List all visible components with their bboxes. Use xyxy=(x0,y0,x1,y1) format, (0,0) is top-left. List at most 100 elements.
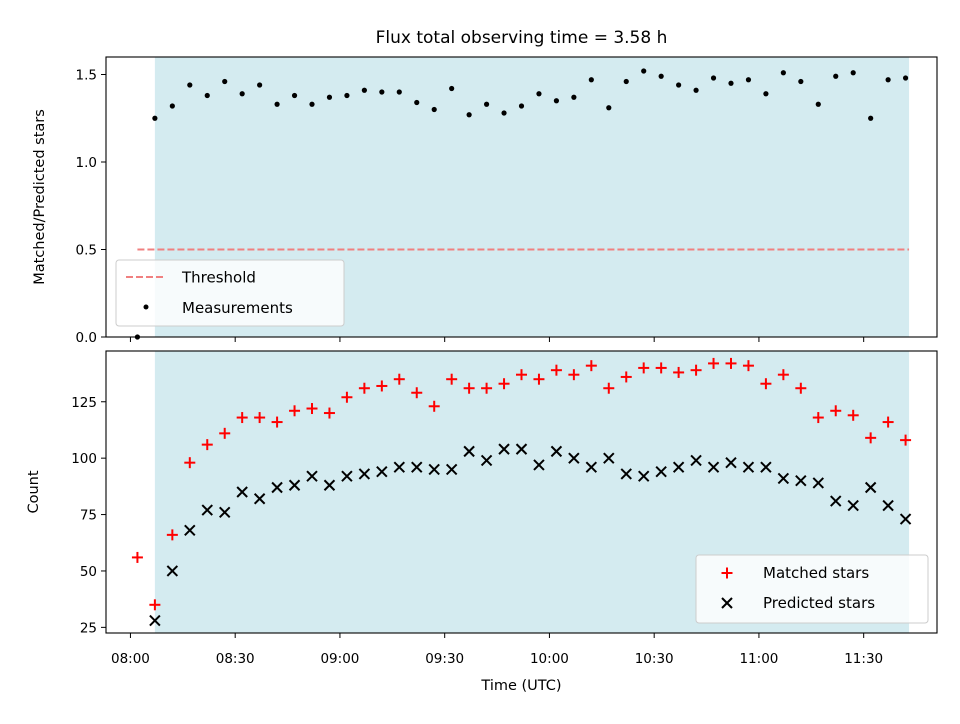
measurement-point xyxy=(239,91,245,97)
matched-star-point xyxy=(236,412,248,424)
x-tick-label: 10:00 xyxy=(530,651,569,667)
predicted-star-point xyxy=(219,506,231,519)
predicted-star-point xyxy=(358,468,371,480)
predicted-star-point xyxy=(795,475,807,487)
matched-star-point xyxy=(725,357,737,369)
matched-star-point xyxy=(847,409,859,421)
matched-star-point xyxy=(481,382,493,394)
matched-star-point xyxy=(673,366,685,378)
matched-star-point xyxy=(376,380,388,392)
predicted-star-point xyxy=(253,493,266,505)
matched-star-point xyxy=(184,457,196,469)
top-y-tick-label: 1.0 xyxy=(76,155,97,171)
predicted-star-point xyxy=(707,461,720,473)
x-tick-label: 09:00 xyxy=(320,651,359,667)
predicted-star-point xyxy=(847,499,859,512)
measurement-point xyxy=(309,101,315,107)
measurement-point xyxy=(431,106,437,113)
measurement-point xyxy=(152,115,158,121)
legend-matched-label: Matched stars xyxy=(763,564,869,582)
measurement-point xyxy=(763,91,769,97)
matched-star-point xyxy=(271,416,283,428)
matched-star-point xyxy=(289,405,301,417)
predicted-star-point xyxy=(498,443,510,455)
predicted-star-point xyxy=(672,461,685,473)
matched-star-point xyxy=(865,432,877,444)
legend-measurements-label: Measurements xyxy=(182,299,293,317)
measurement-point xyxy=(606,105,612,111)
matched-star-point xyxy=(393,373,405,385)
measurement-point xyxy=(641,68,647,74)
measurement-point xyxy=(483,101,490,107)
matched-star-point xyxy=(323,407,335,419)
predicted-star-point xyxy=(760,461,772,473)
measurement-point xyxy=(728,80,734,86)
predicted-star-point xyxy=(899,513,912,525)
measurement-point xyxy=(501,110,507,116)
predicted-star-point xyxy=(550,445,563,458)
measurement-point xyxy=(396,89,402,95)
bottom-y-tick-label: 25 xyxy=(80,620,97,636)
legend-measurements-swatch xyxy=(143,304,149,310)
predicted-star-point xyxy=(603,452,615,464)
measurement-point xyxy=(833,73,839,79)
predicted-star-point xyxy=(184,524,196,537)
matched-star-point xyxy=(900,434,912,446)
matched-star-point xyxy=(882,416,894,428)
measurement-point xyxy=(518,103,525,109)
legend-matched-swatch xyxy=(721,567,733,579)
x-axis-label: Time (UTC) xyxy=(480,678,561,694)
predicted-star-point xyxy=(585,461,598,473)
predicted-star-point xyxy=(830,495,842,507)
measurement-point xyxy=(571,94,577,100)
predicted-star-point xyxy=(463,445,475,458)
matched-star-point xyxy=(358,382,370,394)
measurement-point xyxy=(885,77,891,83)
top-legend: Threshold Measurements xyxy=(115,259,345,327)
bottom-y-tick-label: 75 xyxy=(80,508,97,524)
x-tick-label: 08:00 xyxy=(111,651,150,667)
measurement-point xyxy=(361,87,367,93)
bottom-panel: 25 50 75 100 125 08:00 08:30 09:00 09:30 10:00 10… xyxy=(26,350,938,694)
top-panel: 0.0 0.5 1.0 1.5 Matched/Predicted stars Thr… xyxy=(32,56,938,346)
legend-threshold-label: Threshold xyxy=(181,269,256,287)
matched-star-point xyxy=(533,373,545,385)
bottom-y-tick-label: 100 xyxy=(71,451,97,467)
predicted-star-point xyxy=(323,479,336,491)
predicted-star-point xyxy=(376,465,388,478)
measurement-point xyxy=(676,82,682,88)
matched-star-point xyxy=(254,412,266,424)
matched-star-point xyxy=(708,357,720,369)
predicted-star-point xyxy=(620,468,632,480)
predicted-star-point xyxy=(428,463,440,476)
predicted-star-point xyxy=(236,486,248,498)
chart-title: Flux total observing time = 3.58 h xyxy=(376,28,668,48)
predicted-star-point xyxy=(341,470,353,482)
matched-star-point xyxy=(131,551,143,563)
measurement-point xyxy=(326,94,333,100)
measurement-point xyxy=(466,112,472,118)
top-y-axis-label: Matched/Predicted stars xyxy=(32,109,48,285)
measurement-point xyxy=(204,92,210,99)
matched-star-point xyxy=(411,387,423,399)
matched-star-point xyxy=(516,369,527,381)
predicted-star-point xyxy=(568,452,580,464)
legend-predicted-swatch xyxy=(721,597,733,609)
measurement-point xyxy=(780,70,786,76)
measurement-point xyxy=(414,99,420,106)
bottom-panel-frame xyxy=(105,350,938,634)
matched-star-point xyxy=(795,382,807,394)
measurement-point xyxy=(257,82,263,88)
matched-star-point xyxy=(446,373,458,385)
measurement-point xyxy=(344,92,350,99)
predicted-star-point xyxy=(480,454,493,467)
matched-star-point xyxy=(166,529,178,541)
bottom-y-axis-label: Count xyxy=(26,470,42,513)
top-y-tick-label: 0.5 xyxy=(76,243,97,259)
x-tick-label: 11:30 xyxy=(844,651,883,667)
top-y-tick-label: 1.5 xyxy=(76,68,97,84)
predicted-star-point xyxy=(864,481,877,494)
matched-star-point xyxy=(655,362,667,374)
predicted-star-point xyxy=(445,463,458,476)
measurement-point xyxy=(745,77,752,83)
